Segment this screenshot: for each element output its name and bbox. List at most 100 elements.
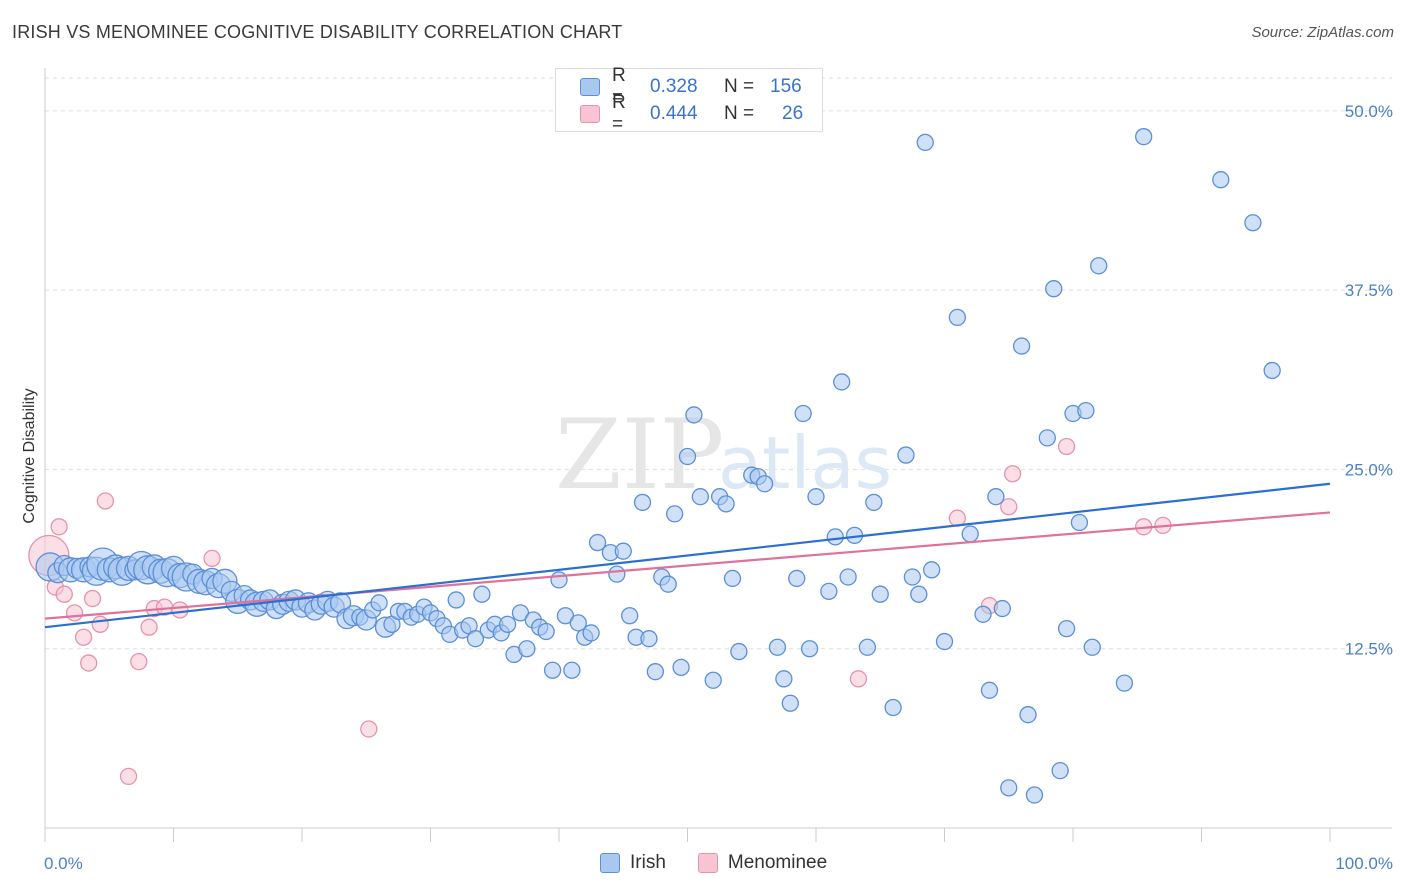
- legend-r-value: 0.444: [650, 103, 698, 124]
- menominee-point: [91, 615, 109, 633]
- y-tick-label: 37.5%: [1345, 281, 1393, 300]
- irish-point: [884, 698, 902, 717]
- y-tick-label: 12.5%: [1345, 640, 1393, 659]
- menominee-point: [119, 767, 138, 786]
- irish-point: [755, 475, 774, 493]
- irish-point: [1025, 786, 1044, 804]
- irish-point: [826, 528, 844, 546]
- irish-swatch: [580, 78, 600, 96]
- irish-point: [569, 614, 587, 632]
- irish-point: [556, 607, 575, 625]
- menominee-point: [83, 589, 102, 608]
- irish-point: [640, 630, 658, 648]
- menominee-trend-line: [44, 511, 1331, 620]
- irish-point: [935, 632, 954, 651]
- irish-point: [820, 582, 838, 600]
- irish-point: [588, 533, 607, 552]
- irish-point: [775, 670, 793, 688]
- irish-point: [582, 624, 600, 642]
- irish-point: [666, 505, 684, 523]
- menominee-swatch: [697, 853, 718, 873]
- irish-point: [518, 640, 536, 658]
- irish-point: [691, 488, 709, 506]
- irish-point: [1090, 257, 1108, 275]
- irish-point: [543, 661, 562, 679]
- legend-r-label: R =: [612, 92, 626, 135]
- irish-point: [678, 447, 697, 466]
- irish-point: [993, 599, 1011, 618]
- irish-point: [865, 493, 883, 512]
- irish-point: [974, 605, 992, 623]
- irish-point: [1135, 128, 1153, 146]
- irish-point: [961, 525, 979, 543]
- legend-n-value: 26: [782, 103, 804, 124]
- irish-point: [980, 681, 999, 699]
- bottom-legend: Irish Menominee: [600, 852, 859, 874]
- irish-point: [473, 585, 491, 603]
- menominee-point: [80, 654, 98, 672]
- y-tick-label: 50.0%: [1345, 102, 1393, 121]
- irish-point: [897, 446, 915, 464]
- irish-point: [781, 694, 799, 712]
- irish-point: [871, 585, 889, 603]
- irish-point: [563, 661, 581, 679]
- irish-point: [685, 406, 703, 424]
- menominee-point: [171, 601, 189, 619]
- x-tick-label: 100.0%: [1335, 854, 1393, 873]
- menominee-point: [74, 628, 93, 646]
- legend: R = 0.328 N = 156 R = 0.444 N = 26: [555, 65, 823, 135]
- irish-point: [858, 638, 877, 656]
- irish-point: [672, 658, 690, 677]
- legend-r-label: R =: [612, 65, 626, 108]
- legend-r-value: 0.328: [650, 76, 698, 97]
- irish-point: [633, 493, 652, 512]
- menominee-point: [50, 518, 68, 536]
- y-tick-label: 25.0%: [1345, 460, 1393, 479]
- menominee-point: [360, 720, 378, 738]
- irish-point: [1212, 171, 1230, 189]
- menominee-point: [1057, 437, 1076, 456]
- legend-n-value: 156: [770, 76, 802, 97]
- irish-label: Irish: [630, 852, 666, 873]
- irish-point: [1263, 361, 1281, 380]
- irish-swatch: [600, 853, 620, 873]
- irish-point: [987, 488, 1005, 506]
- menominee-point: [140, 618, 158, 636]
- irish-point: [1012, 337, 1031, 355]
- irish-point: [704, 671, 722, 689]
- irish-point: [1077, 401, 1095, 420]
- source-label: Source: ZipAtlas.com: [1251, 24, 1394, 41]
- irish-point: [511, 604, 530, 622]
- x-tick-label: 0.0%: [44, 854, 83, 873]
- irish-point: [608, 565, 626, 583]
- irish-point: [903, 568, 922, 586]
- menominee-label: Menominee: [727, 852, 828, 873]
- y-axis-label: Cognitive Disability: [21, 388, 38, 523]
- irish-point: [910, 585, 928, 603]
- irish-point: [621, 607, 639, 625]
- irish-point: [659, 575, 677, 593]
- menominee-point: [55, 585, 73, 603]
- menominee-point: [96, 492, 115, 510]
- irish-point: [1038, 429, 1056, 447]
- bottom-legend-irish: Irish: [600, 852, 666, 874]
- irish-point: [788, 569, 806, 588]
- tick-labels: 12.5% 25.0% 37.5% 50.0% 0.0% 100.0% Cognitive …: [21, 102, 1393, 873]
- irish-point: [1115, 674, 1134, 692]
- irish-point: [1070, 513, 1089, 532]
- irish-point: [807, 488, 825, 506]
- irish-point: [1045, 280, 1063, 298]
- irish-point: [537, 622, 555, 641]
- irish-point: [1057, 619, 1076, 638]
- legend-n-label: N =: [724, 103, 755, 124]
- watermark-atlas: atlas: [718, 421, 892, 505]
- irish-point: [800, 640, 819, 658]
- legend-row-irish: R = 0.328 N = 156: [580, 65, 802, 108]
- irish-point: [1244, 214, 1262, 232]
- bottom-legend-menominee: Menominee: [697, 852, 828, 874]
- irish-point: [948, 308, 966, 327]
- irish-point: [447, 591, 465, 609]
- irish-point: [370, 594, 388, 612]
- irish-point: [1019, 706, 1037, 724]
